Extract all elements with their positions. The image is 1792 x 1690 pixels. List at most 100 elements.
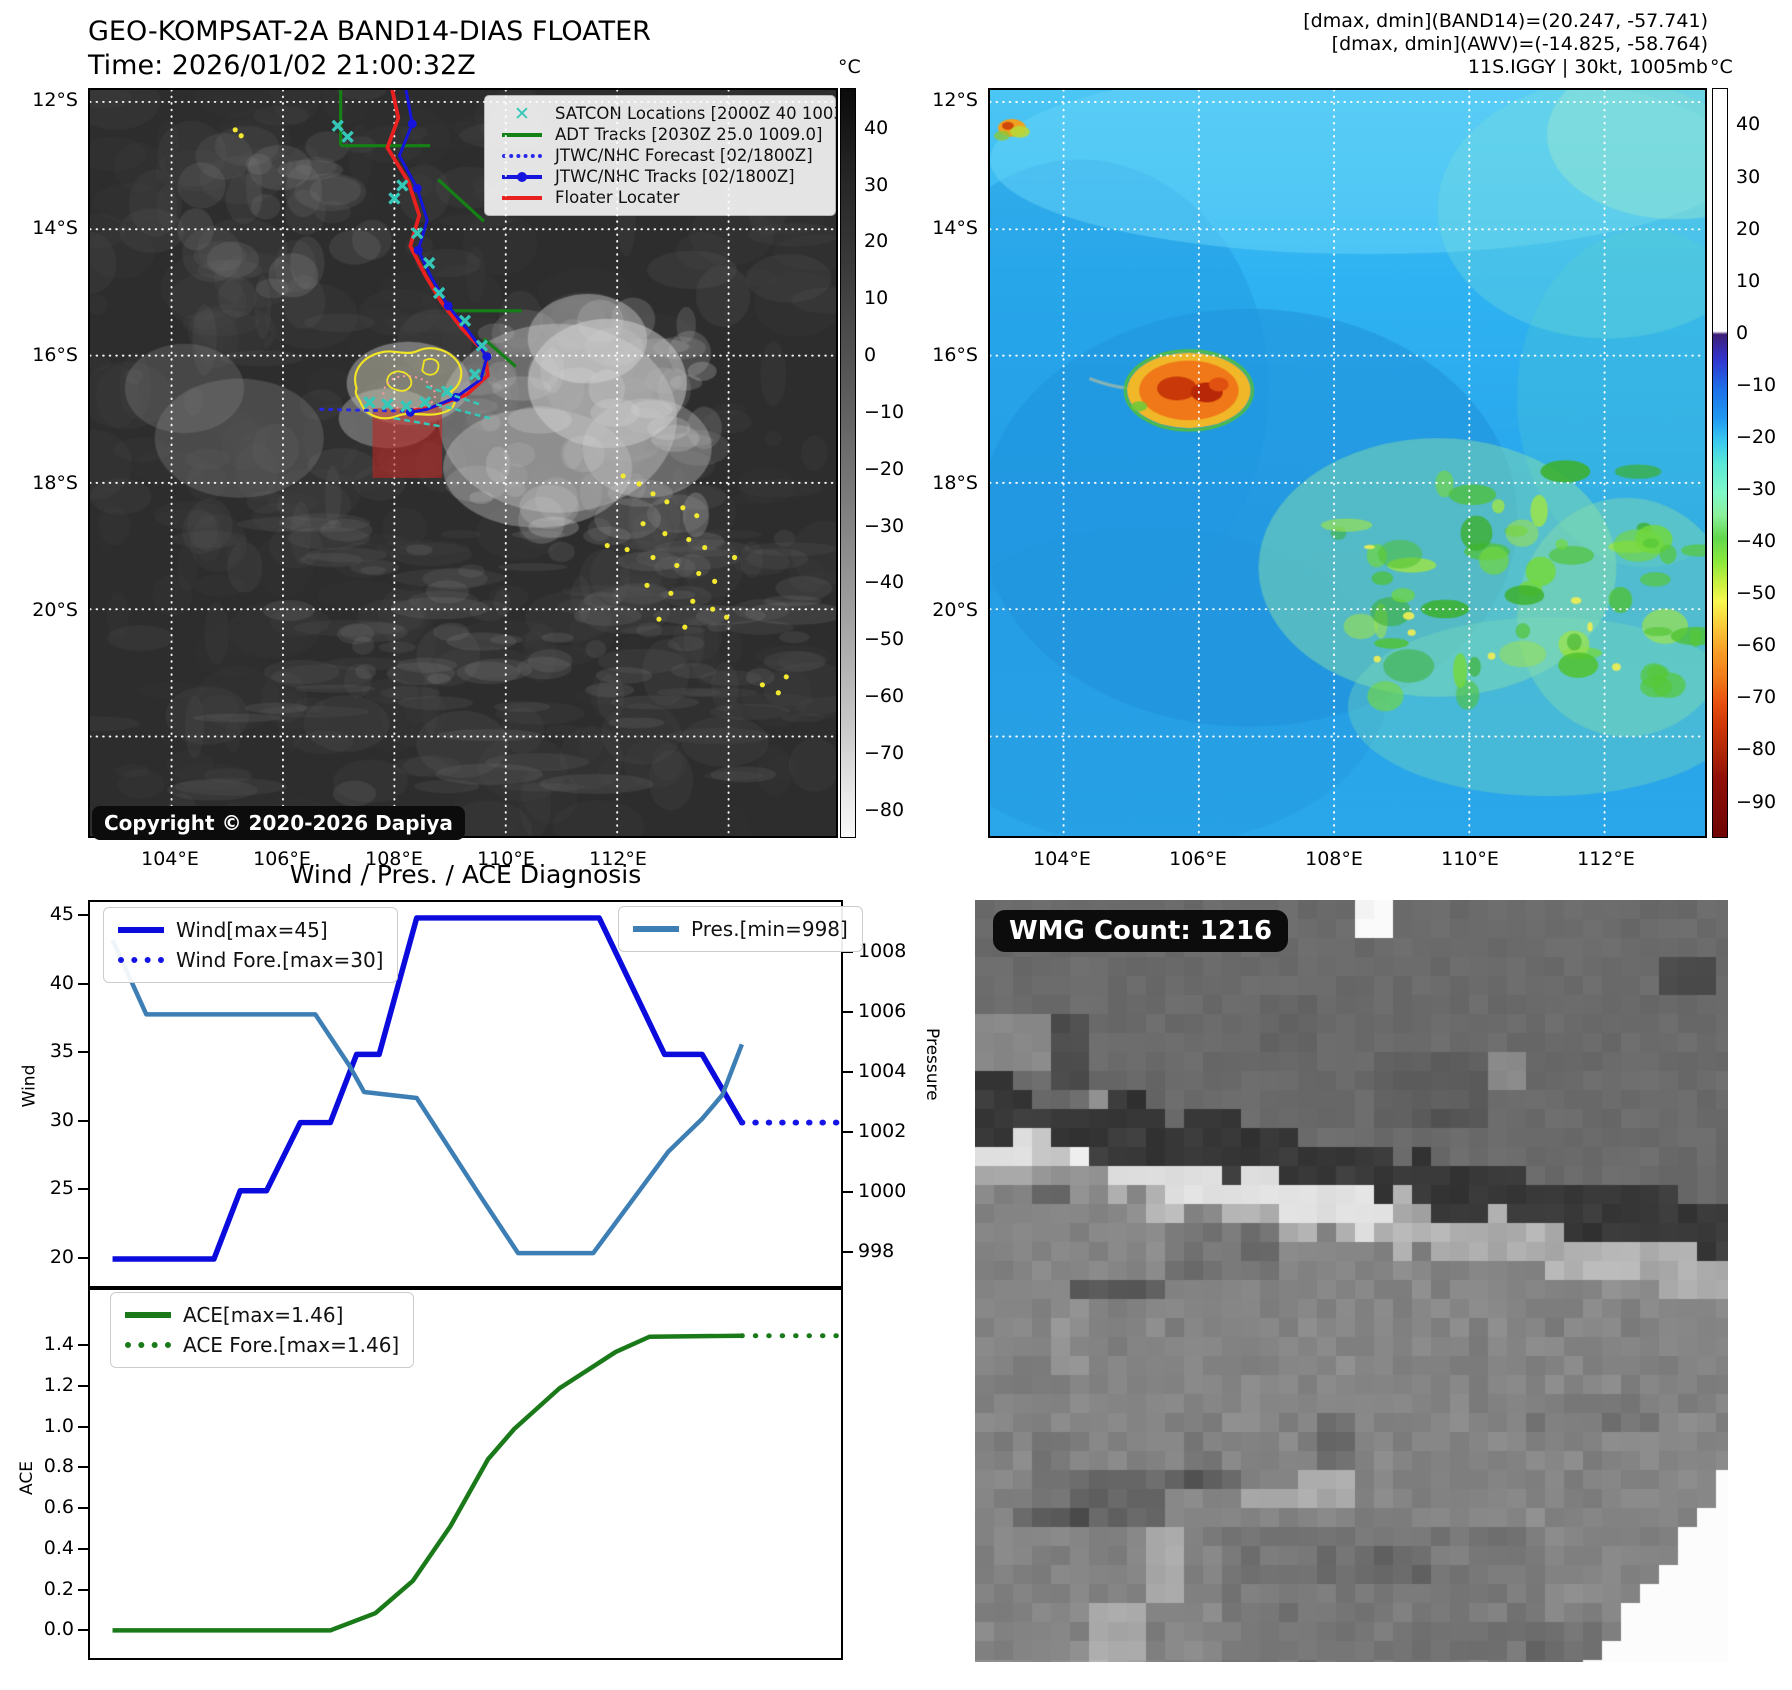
ace-tick-mark	[78, 1344, 88, 1347]
lon-tick-label: 106°E	[1169, 848, 1227, 870]
dotted-line-icon	[502, 153, 542, 158]
dmax-dmin-band14: [dmax, dmin](BAND14)=(20.247, -57.741)	[1303, 10, 1708, 32]
wind-pres-plot	[110, 915, 841, 1262]
lat-tick-label: 14°S	[32, 217, 78, 239]
colorbar-tick-label: −20	[864, 457, 905, 480]
colorbar-tick-label: −70	[864, 741, 905, 764]
solid-line-icon	[633, 926, 679, 932]
page-title: GEO-KOMPSAT-2A BAND14-DIAS FLOATER	[88, 16, 651, 47]
lon-tick-label: 112°E	[589, 848, 647, 870]
chart-legend-row: ACE[max=1.46]	[125, 1300, 399, 1330]
pressure-tick-mark	[843, 1011, 853, 1013]
lon-tick-label: 108°E	[365, 848, 423, 870]
ace-legend: ACE[max=1.46] ACE Fore.[max=1.46]	[110, 1292, 415, 1368]
ace-plot	[112, 1333, 841, 1633]
colorbar-tick-label: 30	[864, 173, 889, 196]
colorbar-tick-label: 20	[864, 230, 889, 253]
lat-tick-label: 20°S	[32, 599, 78, 621]
map-legend-row: ✕ SATCON Locations [2000Z 40 1003]	[493, 102, 836, 125]
lat-tick-label: 14°S	[932, 217, 978, 239]
chart-legend-label: Wind[max=45]	[176, 918, 328, 942]
lat-tick-label: 12°S	[32, 89, 78, 111]
pres-legend: Pres.[min=998]	[618, 906, 863, 952]
ace-tick-mark	[78, 1384, 88, 1387]
lon-tick-label: 110°E	[477, 848, 535, 870]
band14-floater-map: ✕ SATCON Locations [2000Z 40 1003] ADT Tra…	[88, 88, 838, 838]
wind-tick-mark	[78, 982, 88, 985]
dotted-line-icon	[118, 957, 164, 963]
ace-tick-label: 1.2	[43, 1373, 74, 1396]
pressure-tick-mark	[843, 1071, 853, 1073]
pressure-axis-label: Pressure	[922, 1028, 942, 1101]
dot-icon	[517, 171, 527, 182]
dotted-line-icon	[125, 1342, 171, 1348]
timestamp: Time: 2026/01/02 21:00:32Z	[88, 50, 476, 81]
dmax-dmin-awv: [dmax, dmin](AWV)=(-14.825, -58.764)	[1331, 33, 1708, 55]
chart-legend-label: Wind Fore.[max=30]	[176, 948, 384, 972]
map-legend: ✕ SATCON Locations [2000Z 40 1003] ADT Tra…	[484, 95, 836, 216]
pressure-tick-label: 998	[858, 1240, 895, 1262]
band14-colorbar	[840, 88, 856, 838]
colorbar-tick-label: −30	[864, 514, 905, 537]
colorbar-tick-label: 0	[864, 344, 877, 367]
awv-colorbar-unit: °C	[1710, 56, 1733, 78]
ace-tick-label: 0.6	[43, 1496, 74, 1519]
ace-tick-mark	[78, 1425, 88, 1428]
pressure-tick-label: 1008	[858, 940, 907, 962]
awv-map	[988, 88, 1707, 838]
colorbar-tick-label: −20	[1736, 425, 1777, 448]
lon-tick-label: 104°E	[141, 848, 199, 870]
chart-legend-label: ACE Fore.[max=1.46]	[183, 1333, 400, 1357]
chart-legend-row: Wind Fore.[max=30]	[118, 945, 383, 975]
pressure-tick-label: 1002	[858, 1120, 907, 1142]
map-legend-label: Floater Locater	[555, 188, 680, 207]
chart-legend-row: Pres.[min=998]	[633, 914, 848, 944]
map-legend-row: JTWC/NHC Forecast [02/1800Z]	[493, 145, 827, 166]
colorbar-tick-label: −60	[1736, 634, 1777, 657]
colorbar-tick-label: −40	[1736, 530, 1777, 553]
lon-tick-label: 104°E	[1033, 848, 1091, 870]
colorbar-tick-label: −80	[1736, 738, 1777, 761]
colorbar-tick-label: −50	[1736, 582, 1777, 605]
ace-tick-mark	[78, 1547, 88, 1550]
x-legend-icon: ✕	[514, 102, 530, 125]
ace-tick-mark	[78, 1466, 88, 1469]
pressure-tick-mark	[843, 951, 853, 953]
pressure-tick-mark	[843, 1251, 853, 1253]
chart-title: Wind / Pres. / ACE Diagnosis	[289, 860, 642, 889]
wmg-mosaic-canvas	[975, 900, 1728, 1662]
map-legend-label: ADT Tracks [2030Z 25.0 1009.0]	[555, 125, 823, 144]
series-Pres.[min=998]	[110, 938, 744, 1256]
ace-tick-mark	[78, 1507, 88, 1510]
line-icon	[502, 195, 542, 200]
lon-tick-label: 110°E	[1441, 848, 1499, 870]
ace-tick-label: 0.2	[43, 1577, 74, 1600]
chart-legend-row: ACE Fore.[max=1.46]	[125, 1330, 399, 1360]
colorbar-tick-label: 40	[1736, 113, 1761, 136]
chart-legend-row: Wind[max=45]	[118, 915, 383, 945]
lon-tick-label: 112°E	[1577, 848, 1635, 870]
lat-tick-label: 20°S	[932, 599, 978, 621]
awv-satellite-canvas	[990, 90, 1705, 836]
pressure-tick-label: 1006	[858, 1000, 907, 1022]
map-grid-overlay	[990, 90, 1705, 836]
lon-tick-label: 106°E	[253, 848, 311, 870]
map-legend-label: JTWC/NHC Forecast [02/1800Z]	[555, 146, 813, 165]
header-stats: [dmax, dmin](BAND14)=(20.247, -57.741) […	[1100, 10, 1708, 79]
wind-tick-label: 35	[49, 1040, 74, 1063]
map-legend-label: SATCON Locations [2000Z 40 1003]	[555, 104, 838, 123]
solid-line-icon	[118, 927, 164, 933]
map-legend-row: Floater Locater	[493, 187, 827, 208]
colorbar-tick-label: 40	[864, 116, 889, 139]
colorbar-tick-label: 30	[1736, 165, 1761, 188]
wind-tick-mark	[78, 1051, 88, 1054]
lat-tick-label: 18°S	[32, 472, 78, 494]
wmg-count-badge: WMG Count: 1216	[993, 910, 1289, 952]
ace-tick-label: 0.4	[43, 1536, 74, 1559]
line-icon	[502, 171, 542, 182]
ace-tick-label: 0.8	[43, 1455, 74, 1478]
wind-axis-label: Wind	[19, 1064, 40, 1108]
series-Wind[max=45]	[112, 915, 745, 1262]
wind-tick-label: 20	[49, 1245, 74, 1268]
